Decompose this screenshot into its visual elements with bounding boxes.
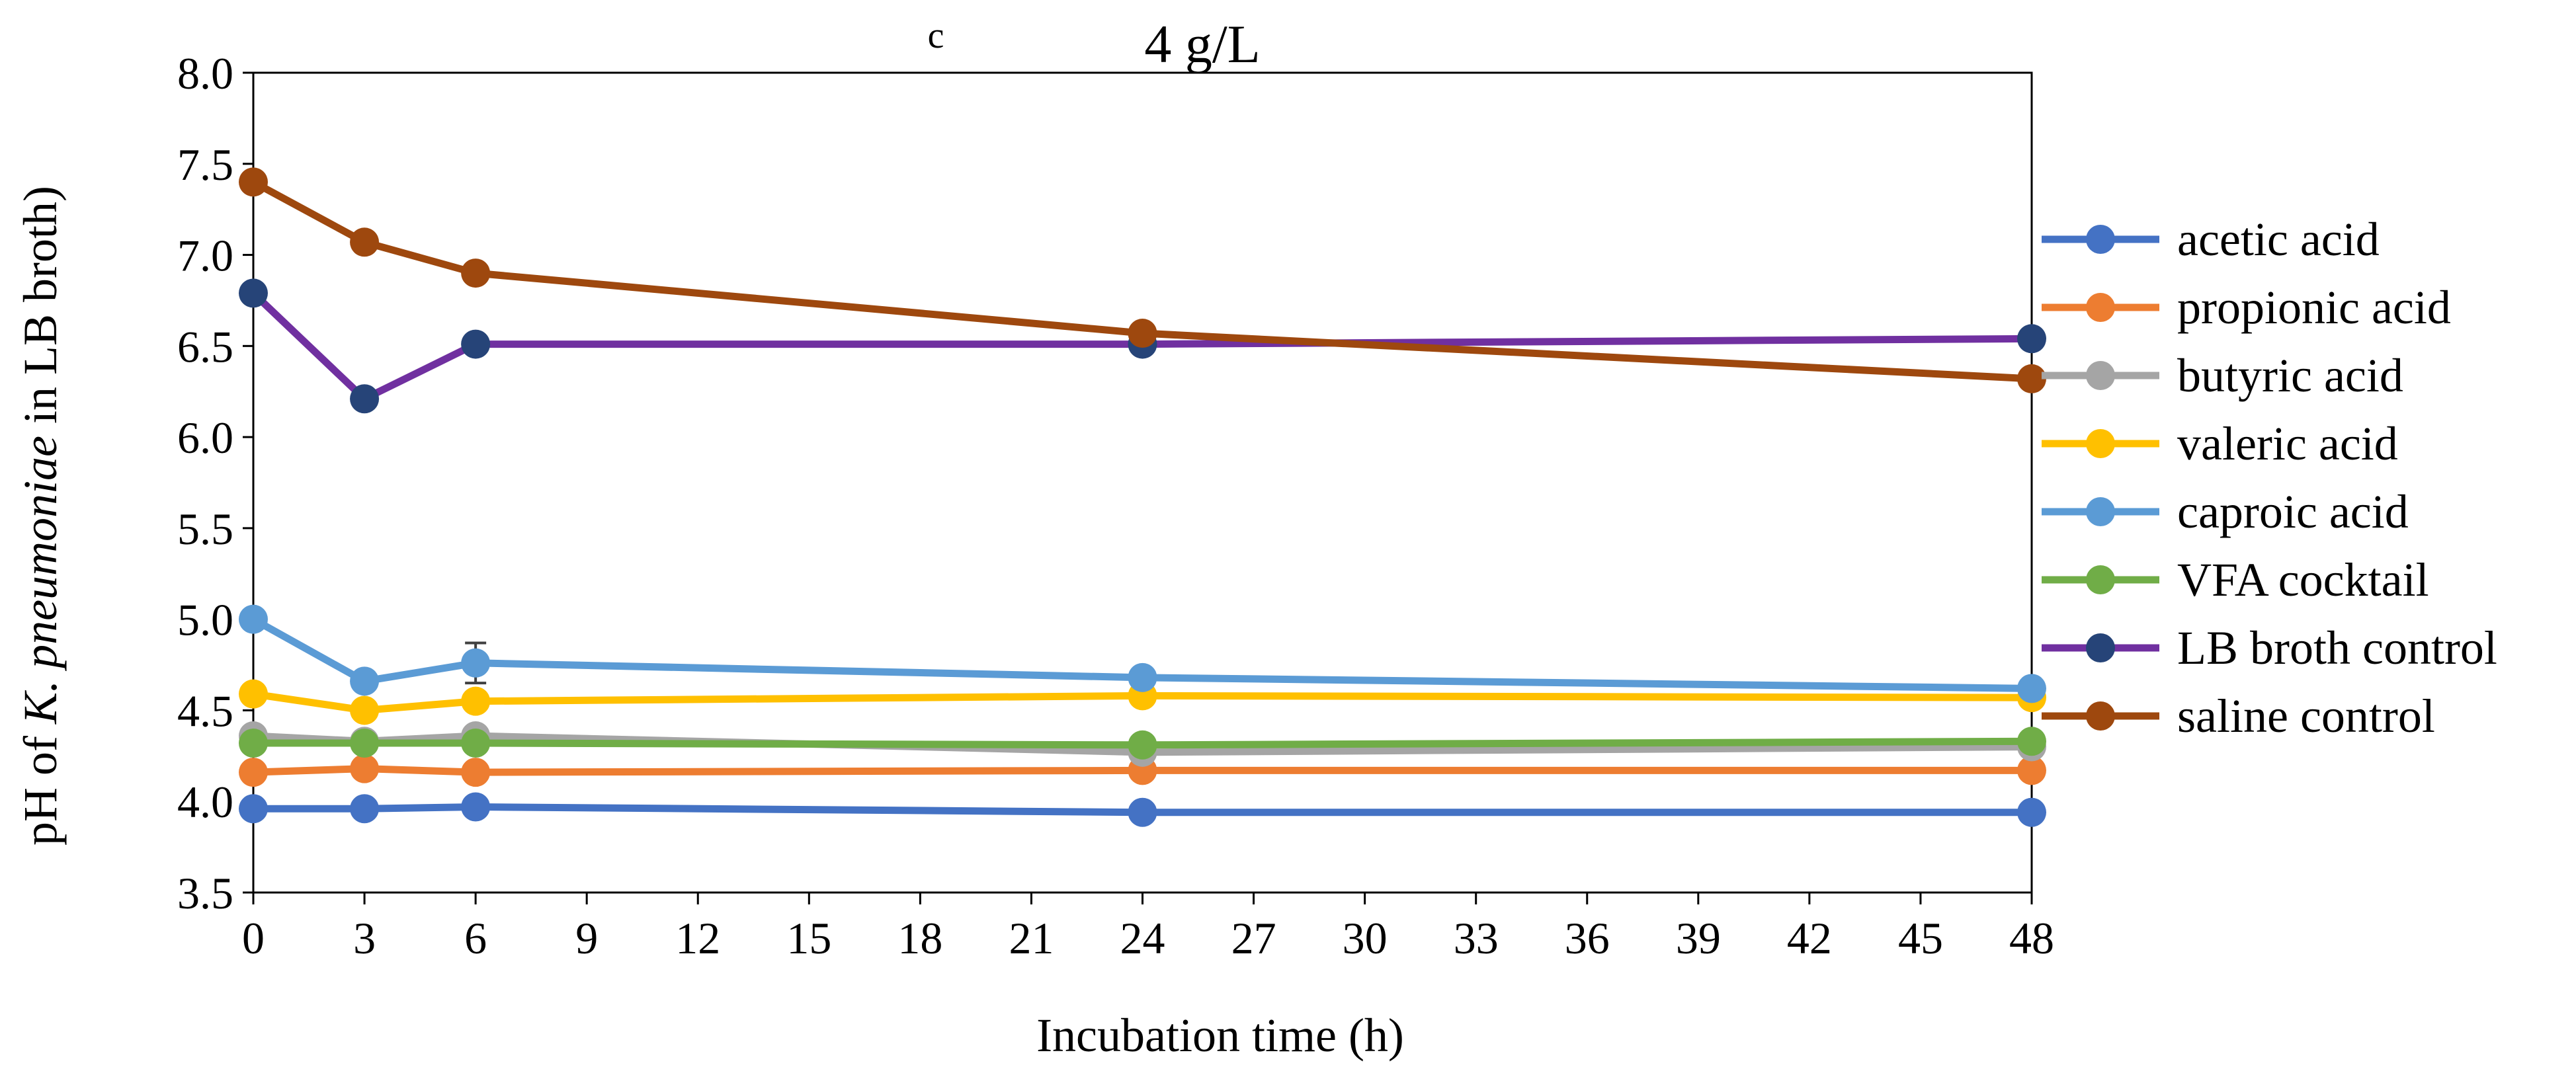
data-point (1128, 797, 1157, 827)
legend-label: propionic acid (2177, 281, 2451, 334)
legend-marker (2086, 565, 2115, 594)
legend-marker (2086, 497, 2115, 526)
data-point (2017, 364, 2046, 393)
legend-label: butyric acid (2177, 349, 2403, 402)
x-tick-label: 21 (1009, 913, 1054, 963)
data-point (239, 167, 268, 197)
x-tick-label: 48 (2009, 913, 2054, 963)
data-point (350, 695, 380, 725)
x-tick-label: 18 (897, 913, 942, 963)
y-axis-label: pH of K. pneumoniae in LB broth) (14, 186, 67, 846)
series-caproic-acid (239, 604, 2046, 703)
y-tick-label: 8.0 (177, 48, 233, 99)
data-point (1128, 662, 1157, 692)
legend-marker (2086, 225, 2115, 254)
x-tick-label: 24 (1120, 913, 1165, 963)
data-point (461, 258, 491, 288)
data-point (239, 278, 268, 308)
legend-label: valeric acid (2177, 417, 2398, 470)
legend: acetic acid propionic acid butyric acid val… (2042, 213, 2497, 742)
data-point (2017, 797, 2046, 827)
x-tick-label: 45 (1898, 913, 1943, 963)
data-point (239, 604, 268, 634)
data-point (2017, 727, 2046, 756)
y-tick-label: 5.5 (177, 504, 233, 554)
data-point (350, 794, 380, 824)
legend-marker (2086, 293, 2115, 322)
y-tick-label: 4.5 (177, 686, 233, 736)
data-point (1128, 730, 1157, 760)
x-tick-label: 15 (786, 913, 831, 963)
chart-title: 4 g/L (1144, 14, 1260, 74)
data-point (2017, 756, 2046, 785)
y-tick-label: 3.5 (177, 868, 233, 918)
tick-labels: 3.54.04.55.05.56.06.57.07.58.00 3 6 9 12 15 18… (177, 48, 2054, 963)
x-tick-label: 39 (1676, 913, 1721, 963)
data-point (2017, 324, 2046, 354)
data-point (461, 792, 491, 822)
series-saline-control (239, 167, 2046, 393)
legend-label: saline control (2177, 690, 2435, 742)
data-point (350, 666, 380, 696)
data-point (239, 794, 268, 824)
legend-marker (2086, 633, 2115, 662)
data-point (461, 758, 491, 787)
data-point (239, 758, 268, 787)
y-tick-label: 6.0 (177, 413, 233, 463)
x-tick-label: 30 (1343, 913, 1388, 963)
data-point (461, 729, 491, 758)
data-point (461, 648, 491, 678)
x-tick-label: 6 (464, 913, 487, 963)
data-point (239, 729, 268, 758)
y-axis-label-suffix: in LB broth) (14, 186, 67, 436)
y-tick-label: 4.0 (177, 777, 233, 827)
legend-label: VFA cocktail (2177, 553, 2429, 606)
y-axis-label-species: K. pneumoniae (14, 436, 67, 725)
x-tick-label: 9 (575, 913, 598, 963)
x-tick-label: 42 (1787, 913, 1832, 963)
data-point (1128, 319, 1157, 348)
data-point (350, 384, 380, 414)
x-tick-label: 33 (1454, 913, 1499, 963)
x-tick-label: 36 (1565, 913, 1610, 963)
panel-label: c (928, 15, 944, 56)
data-point (2017, 674, 2046, 703)
data-point (239, 679, 268, 709)
legend-label: caproic acid (2177, 485, 2409, 538)
legend-marker (2086, 361, 2115, 390)
legend-label: acetic acid (2177, 213, 2380, 266)
y-tick-label: 7.0 (177, 231, 233, 281)
x-axis-label: Incubation time (h) (1036, 1009, 1404, 1062)
plot-series (239, 167, 2046, 827)
data-point (350, 227, 380, 257)
y-tick-label: 7.5 (177, 139, 233, 190)
x-tick-label: 3 (353, 913, 376, 963)
data-point (350, 754, 380, 783)
legend-marker (2086, 701, 2115, 731)
data-point (461, 329, 491, 359)
y-tick-label: 6.5 (177, 321, 233, 372)
x-tick-label: 0 (242, 913, 265, 963)
data-point (350, 729, 380, 758)
data-point (461, 686, 491, 716)
x-tick-label: 27 (1231, 913, 1276, 963)
legend-marker (2086, 429, 2115, 458)
series-acetic-acid (239, 792, 2046, 827)
series-vfa-cocktail (239, 727, 2046, 760)
x-tick-label: 12 (675, 913, 720, 963)
y-tick-label: 5.0 (177, 595, 233, 645)
y-axis-label-prefix: pH of (14, 724, 67, 846)
series-propionic-acid (239, 754, 2046, 787)
legend-label: LB broth control (2177, 621, 2497, 674)
